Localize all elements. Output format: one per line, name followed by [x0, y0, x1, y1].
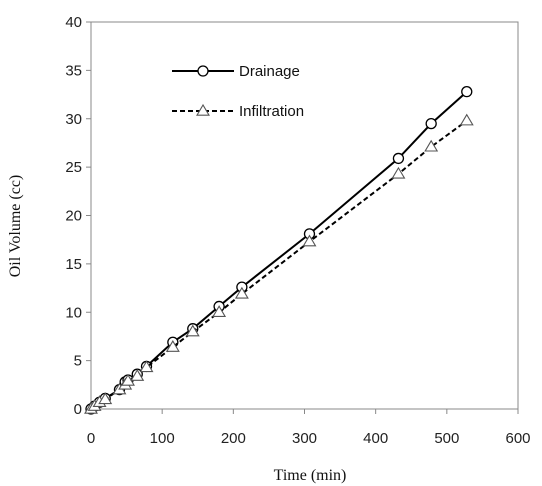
- legend-marker-drainage: [197, 65, 209, 77]
- plot-area-border: [90, 21, 519, 410]
- x-tick-label: 300: [292, 430, 317, 447]
- x-tick-label: 500: [434, 430, 459, 447]
- series-line-infiltration: [90, 119, 468, 410]
- legend-label-infiltration: Infiltration: [239, 103, 304, 120]
- y-tick-label: 30: [65, 111, 82, 128]
- series-layer: [84, 86, 474, 415]
- legend: Drainage Infiltration: [172, 63, 304, 120]
- data-point-infiltration: [391, 166, 406, 179]
- plot-frame: [90, 21, 519, 410]
- data-point-infiltration: [424, 139, 439, 152]
- data-point-infiltration: [130, 369, 145, 381]
- legend-marker-infiltration: [196, 103, 210, 116]
- y-tick-label: 15: [65, 256, 82, 273]
- y-tick-label: 25: [65, 159, 82, 176]
- y-tick-label: 5: [74, 353, 82, 370]
- data-point-infiltration: [459, 113, 474, 126]
- x-axis-label: Time (min): [274, 467, 347, 484]
- data-point-infiltration: [185, 324, 200, 337]
- x-tick-label: 400: [363, 430, 388, 447]
- x-tick-label: 100: [150, 430, 175, 447]
- data-point-infiltration: [302, 234, 317, 247]
- data-point-infiltration: [165, 339, 180, 352]
- x-tick-label: 0: [87, 430, 95, 447]
- x-tick-label: 600: [505, 430, 530, 447]
- data-point-infiltration: [139, 360, 154, 373]
- y-tick-label: 40: [65, 14, 82, 31]
- data-point-drainage: [425, 117, 437, 130]
- data-point-infiltration: [98, 392, 113, 405]
- data-point-infiltration: [212, 305, 227, 318]
- legend-label-drainage: Drainage: [239, 63, 300, 80]
- y-axis-label: Oil Volume (cc): [7, 175, 24, 278]
- series-infiltration: [84, 113, 474, 414]
- y-tick-label: 20: [65, 208, 82, 225]
- data-point-drainage: [461, 86, 473, 98]
- x-tick-label: 200: [221, 430, 246, 447]
- y-tick-label: 0: [74, 401, 82, 418]
- data-point-drainage: [392, 152, 405, 165]
- y-tick-label: 35: [65, 62, 82, 79]
- data-point-infiltration: [234, 286, 249, 299]
- y-tick-label: 10: [65, 304, 82, 321]
